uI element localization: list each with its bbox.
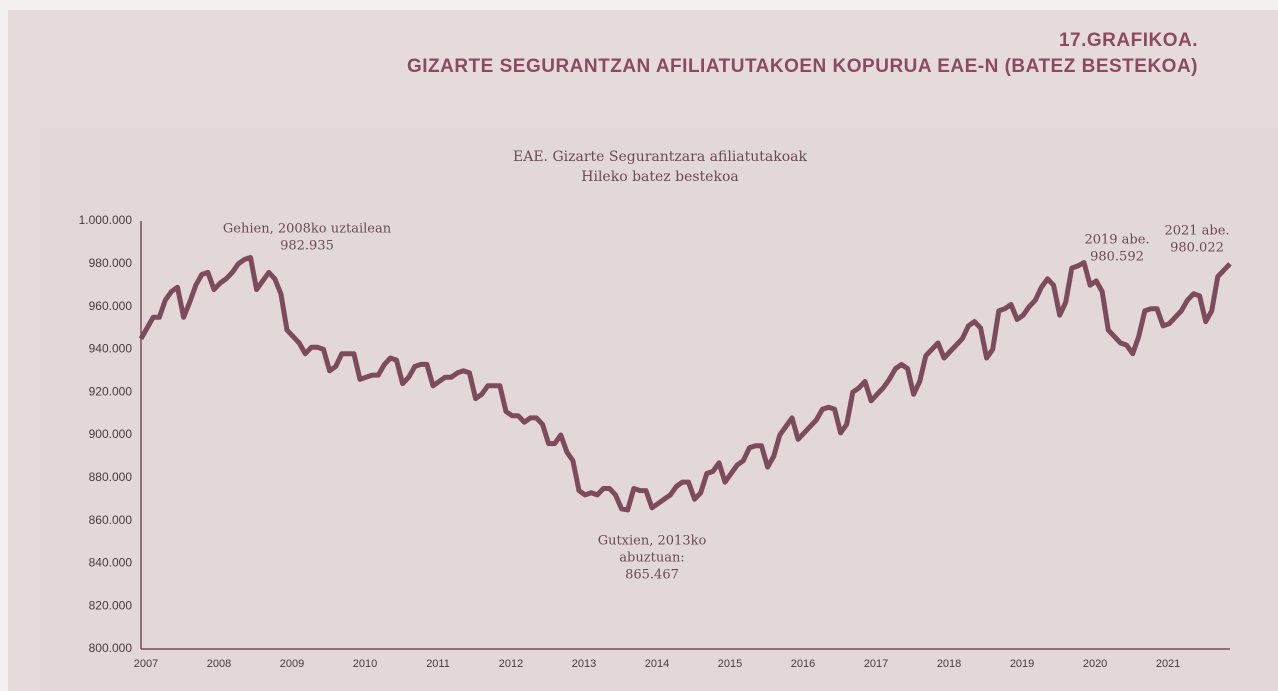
x-tick-label: 2017 xyxy=(864,658,888,670)
chart-subtitle: Hileko batez bestekoa xyxy=(581,169,738,185)
series-line xyxy=(138,255,1232,513)
annotation: 982.935 xyxy=(280,239,334,254)
x-tick-label: 2015 xyxy=(718,658,742,670)
x-tick-label: 2008 xyxy=(207,658,231,670)
x-tick-label: 2010 xyxy=(353,658,377,670)
x-tick-label: 2012 xyxy=(499,658,523,670)
annotation: 980.022 xyxy=(1170,241,1224,256)
y-tick-label: 980.000 xyxy=(89,256,133,270)
y-tick-label: 900.000 xyxy=(89,427,133,441)
x-tick-label: 2013 xyxy=(572,658,596,670)
x-tick-label: 2007 xyxy=(134,658,158,670)
annotation: 2021 abe. xyxy=(1164,224,1229,239)
y-tick-label: 960.000 xyxy=(89,299,133,313)
y-tick-label: 840.000 xyxy=(89,556,133,570)
y-tick-label: 860.000 xyxy=(89,513,133,527)
header: 17.GRAFIKOA. GIZARTE SEGURANTZAN AFILIAT… xyxy=(138,28,1198,80)
annotation: Gehien, 2008ko uztailean xyxy=(223,222,392,237)
x-tick-label: 2020 xyxy=(1083,658,1107,670)
x-tick-label: 2019 xyxy=(1010,658,1034,670)
annotation: 980.592 xyxy=(1090,250,1144,265)
y-tick-label: 800.000 xyxy=(89,641,133,655)
x-tick-label: 2009 xyxy=(280,658,304,670)
annotation: 2019 abe. xyxy=(1084,233,1149,248)
annotation: abuztuan: xyxy=(619,551,684,566)
y-tick-label: 920.000 xyxy=(89,384,133,398)
y-tick-label: 940.000 xyxy=(89,342,133,356)
x-tick-label: 2018 xyxy=(937,658,961,670)
chart-title: EAE. Gizarte Segurantzara afiliatutakoak xyxy=(513,149,807,165)
chart-panel xyxy=(40,128,1278,691)
x-tick-label: 2014 xyxy=(645,658,669,670)
x-tick-label: 2016 xyxy=(791,658,815,670)
annotation: 865.467 xyxy=(625,568,679,583)
y-tick-label: 820.000 xyxy=(89,598,133,612)
y-tick-label: 880.000 xyxy=(89,470,133,484)
x-tick-label: 2021 xyxy=(1156,658,1180,670)
figure-title: GIZARTE SEGURANTZAN AFILIATUTAKOEN KOPUR… xyxy=(406,56,1198,77)
x-tick-label: 2011 xyxy=(426,658,450,670)
figure-number: 17.GRAFIKOA. xyxy=(1058,30,1198,51)
y-tick-label: 1.000.000 xyxy=(79,213,133,227)
annotation: Gutxien, 2013ko xyxy=(598,534,707,549)
